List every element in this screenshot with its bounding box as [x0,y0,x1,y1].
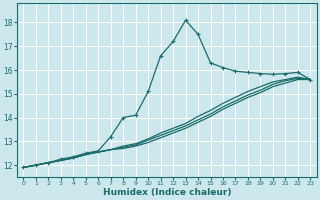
X-axis label: Humidex (Indice chaleur): Humidex (Indice chaleur) [103,188,231,197]
